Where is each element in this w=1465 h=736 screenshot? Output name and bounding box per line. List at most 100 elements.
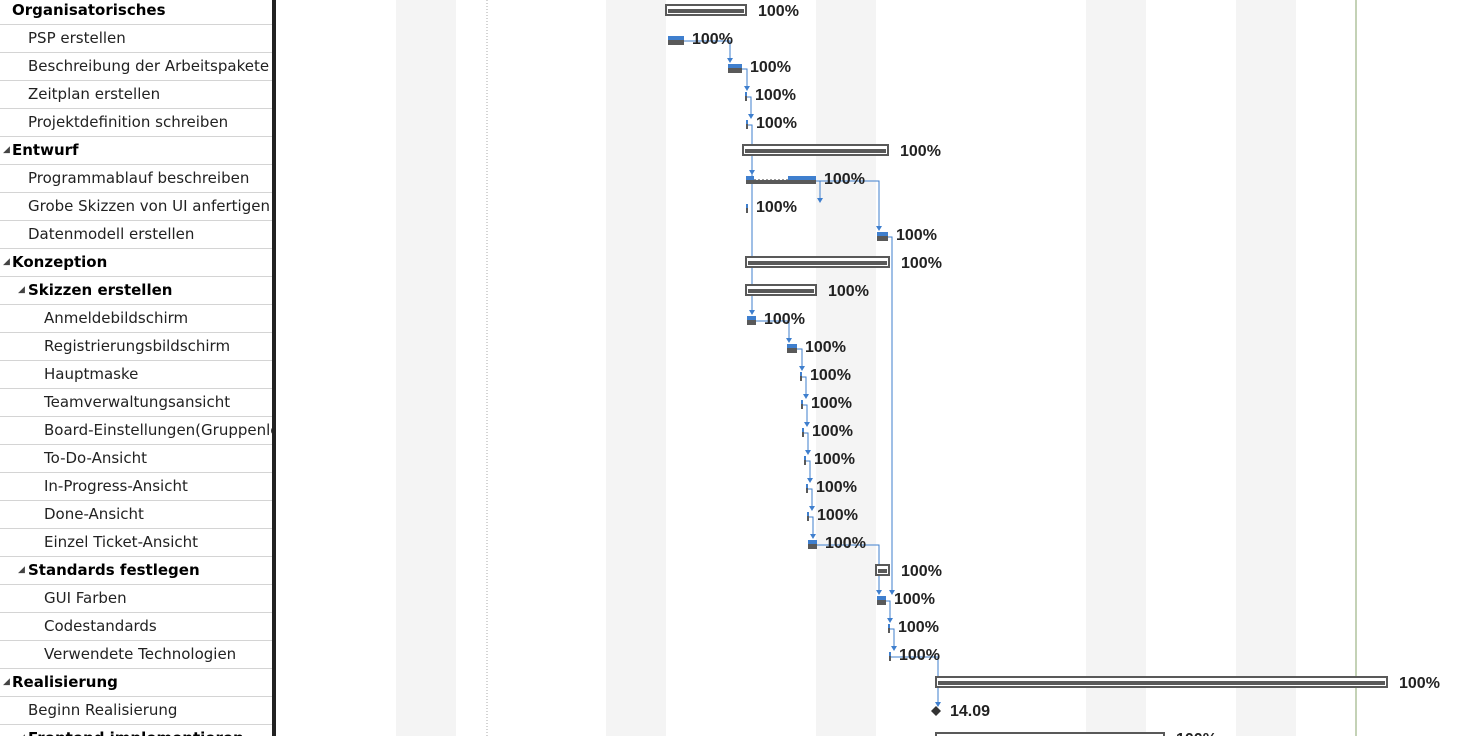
task-bar-progress: [888, 628, 890, 633]
bar-percent-label: 100%: [756, 115, 797, 132]
summary-bar-progress: [878, 569, 887, 573]
dependency-arrow-icon: [804, 422, 810, 427]
task-row[interactable]: Datenmodell erstellen: [0, 221, 272, 249]
dependency-link: [684, 40, 731, 59]
task-bar-progress: [877, 236, 888, 241]
task-bar: [800, 372, 802, 378]
task-row[interactable]: ◢ Entwurf: [0, 137, 272, 165]
bar-percent-label: 100%: [900, 143, 941, 160]
task-row[interactable]: PSP erstellen: [0, 25, 272, 53]
task-bar: [877, 596, 886, 602]
bar-percent-label: 100%: [894, 591, 935, 608]
dependency-arrow-icon: [935, 702, 941, 707]
task-name: Projektdefinition schreiben: [28, 113, 229, 131]
task-row[interactable]: ◢ Konzeption: [0, 249, 272, 277]
task-name: Programmablauf beschreiben: [28, 169, 250, 187]
task-row[interactable]: Hauptmaske: [0, 361, 272, 389]
dependency-arrow-icon: [810, 534, 816, 539]
task-bar-progress: [728, 68, 742, 73]
task-row[interactable]: Codestandards: [0, 613, 272, 641]
task-row[interactable]: Board-Einstellungen(Gruppenlei: [0, 417, 272, 445]
task-name: Codestandards: [44, 617, 157, 635]
task-row[interactable]: ◢Frontend implementieren: [0, 725, 272, 736]
split-bar[interactable]: [272, 0, 276, 736]
task-name-column: Organisatorisches PSP erstellen Beschreibu…: [0, 0, 272, 736]
bar-percent-label: 100%: [692, 31, 733, 48]
task-row[interactable]: Beschreibung der Arbeitspakete: [0, 53, 272, 81]
collapse-triangle-icon[interactable]: ◢: [3, 145, 10, 155]
dependency-arrow-icon: [799, 366, 805, 371]
task-name: To-Do-Ansicht: [44, 449, 147, 467]
task-row[interactable]: In-Progress-Ansicht: [0, 473, 272, 501]
task-row[interactable]: ◢ Realisierung: [0, 669, 272, 697]
dependency-link: [804, 432, 809, 451]
bar-percent-label: 100%: [817, 507, 858, 524]
collapse-triangle-icon[interactable]: ◢: [3, 257, 10, 267]
task-row[interactable]: Beginn Realisierung: [0, 697, 272, 725]
bar-percent-label: 100%: [816, 479, 857, 496]
collapse-triangle-icon[interactable]: ◢: [18, 725, 25, 736]
task-bar: [802, 428, 804, 434]
dependency-link: [803, 404, 808, 423]
task-name: Hauptmaske: [44, 365, 139, 383]
task-name: Standards festlegen: [28, 561, 200, 579]
dependency-arrow-icon: [786, 338, 792, 343]
task-row[interactable]: ◢ Standards festlegen: [0, 557, 272, 585]
dependency-arrow-icon: [805, 450, 811, 455]
task-bar: [804, 456, 806, 462]
task-bar-progress: [745, 96, 747, 101]
task-row[interactable]: Done-Ansicht: [0, 501, 272, 529]
weekend-shade: [1086, 0, 1146, 736]
dependency-arrow-icon: [807, 478, 813, 483]
task-row[interactable]: Teamverwaltungsansicht: [0, 389, 272, 417]
summary-bar: [935, 732, 1165, 736]
dependency-arrow-icon: [744, 86, 750, 91]
dependency-link: [806, 460, 811, 479]
task-bar: [888, 624, 890, 630]
task-bar-progress: [804, 460, 806, 465]
task-row[interactable]: Registrierungsbildschirm: [0, 333, 272, 361]
task-bar-progress: [787, 348, 797, 353]
task-row[interactable]: GUI Farben: [0, 585, 272, 613]
task-row[interactable]: Programmablauf beschreiben: [0, 165, 272, 193]
collapse-triangle-icon[interactable]: ◢: [3, 677, 10, 687]
weekend-shade: [1236, 0, 1296, 736]
task-row[interactable]: ◢ Skizzen erstellen: [0, 277, 272, 305]
task-bar: [746, 120, 748, 126]
task-bar-progress: [746, 180, 816, 184]
task-name: PSP erstellen: [28, 29, 126, 47]
task-bar-progress: [877, 600, 886, 605]
task-bar: [877, 232, 888, 238]
task-row[interactable]: Anmeldebildschirm: [0, 305, 272, 333]
dependency-arrow-icon: [749, 310, 755, 315]
task-bar: [808, 540, 817, 546]
bar-percent-label: 100%: [825, 535, 866, 552]
task-row[interactable]: Projektdefinition schreiben: [0, 109, 272, 137]
bar-percent-label: 100%: [1399, 675, 1440, 692]
task-row[interactable]: Grobe Skizzen von UI anfertigen: [0, 193, 272, 221]
task-name: Zeitplan erstellen: [28, 85, 161, 103]
task-name: Frontend implementieren: [28, 725, 244, 736]
task-name: Skizzen erstellen: [28, 281, 173, 299]
task-row[interactable]: Verwendete Technologien: [0, 641, 272, 669]
task-name: Einzel Ticket-Ansicht: [44, 533, 199, 551]
collapse-triangle-icon[interactable]: ◢: [18, 285, 25, 295]
bar-percent-label: 100%: [756, 199, 797, 216]
gantt-svg: 100% 100% 100% 100% 100% 100% 100% 100% 100% 100%…: [396, 0, 1440, 736]
dependency-link: [886, 600, 891, 619]
summary-bar-progress: [938, 681, 1385, 685]
task-row[interactable]: Organisatorisches: [0, 0, 272, 25]
task-row[interactable]: Zeitplan erstellen: [0, 81, 272, 109]
task-name: Organisatorisches: [12, 1, 166, 19]
task-bar-progress: [802, 432, 804, 437]
dependency-link: [797, 348, 803, 367]
task-row[interactable]: Einzel Ticket-Ansicht: [0, 529, 272, 557]
collapse-triangle-icon[interactable]: ◢: [18, 565, 25, 575]
bar-percent-label: 100%: [764, 311, 805, 328]
summary-bar-progress: [748, 261, 887, 265]
dependency-arrow-icon: [748, 114, 754, 119]
dependency-arrow-icon: [727, 58, 733, 63]
dependency-arrow-icon: [876, 226, 882, 231]
task-row[interactable]: To-Do-Ansicht: [0, 445, 272, 473]
task-name: Realisierung: [12, 673, 118, 691]
